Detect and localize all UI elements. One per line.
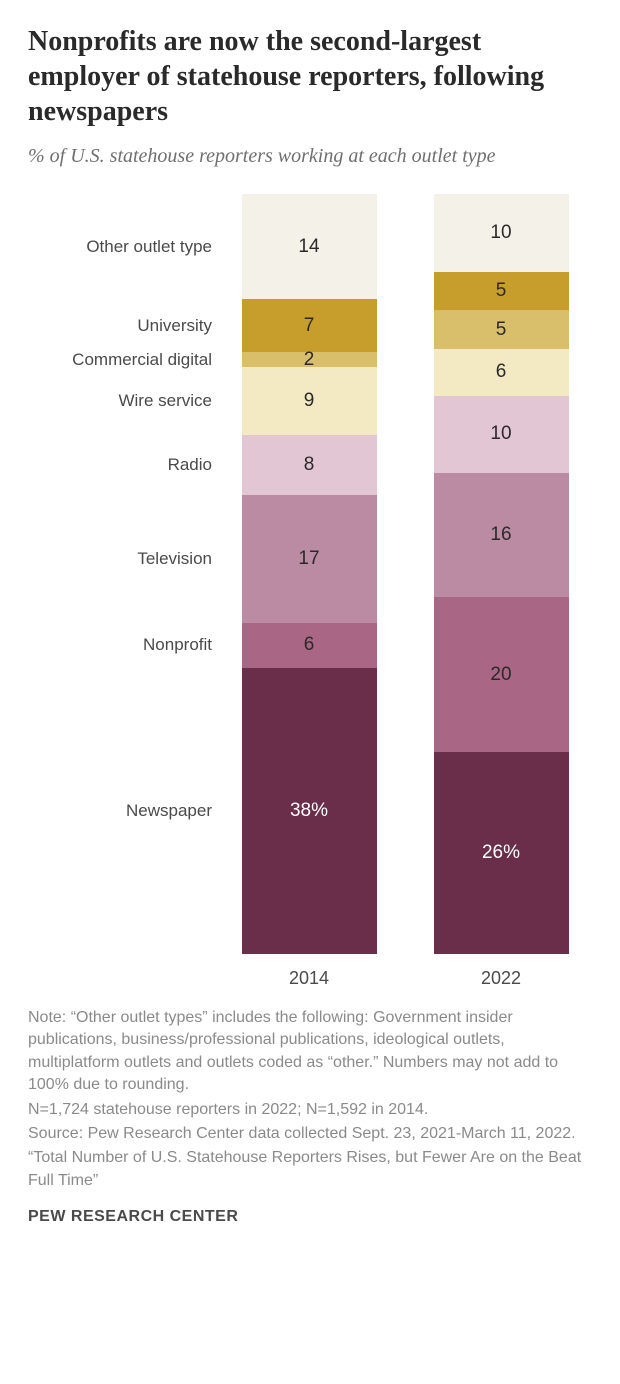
bar-segment: 10 <box>434 396 569 474</box>
chart-title: Nonprofits are now the second-largest em… <box>28 24 592 129</box>
category-labels-column: Other outlet type University Commercial di… <box>28 194 218 954</box>
bar-segment: 7 <box>242 299 377 352</box>
year-label: 2014 <box>289 968 329 989</box>
chart-subtitle: % of U.S. statehouse reporters working a… <box>28 143 592 170</box>
note-line: Note: “Other outlet types” includes the … <box>28 1007 592 1097</box>
bars-column: 14729817638%20141055610162026%2022 <box>218 194 592 989</box>
bar-segment: 26% <box>434 752 569 954</box>
bar-segment: 20 <box>434 597 569 752</box>
category-label: Wire service <box>118 391 212 411</box>
stacked-bar: 14729817638% <box>242 194 377 954</box>
bar-segment: 9 <box>242 367 377 435</box>
category-label: Nonprofit <box>143 635 212 655</box>
bar-group: 1055610162026%2022 <box>434 194 569 989</box>
category-label: Other outlet type <box>86 237 212 257</box>
bar-segment: 38% <box>242 668 377 954</box>
category-label: University <box>137 316 212 336</box>
bar-segment: 2 <box>242 352 377 367</box>
note-line: Source: Pew Research Center data collect… <box>28 1123 592 1145</box>
attribution: PEW RESEARCH CENTER <box>28 1208 592 1226</box>
bar-segment: 10 <box>434 194 569 272</box>
bar-segment: 8 <box>242 435 377 495</box>
year-label: 2022 <box>481 968 521 989</box>
note-line: “Total Number of U.S. Statehouse Reporte… <box>28 1147 592 1192</box>
note-line: N=1,724 statehouse reporters in 2022; N=… <box>28 1099 592 1121</box>
bar-segment: 6 <box>242 623 377 668</box>
bar-segment: 5 <box>434 272 569 311</box>
category-label: Newspaper <box>126 801 212 821</box>
notes-block: Note: “Other outlet types” includes the … <box>28 1007 592 1192</box>
category-label: Radio <box>168 455 212 475</box>
bar-segment: 6 <box>434 349 569 396</box>
bar-segment: 14 <box>242 194 377 299</box>
bar-segment: 5 <box>434 310 569 349</box>
bar-segment: 17 <box>242 495 377 623</box>
bar-group: 14729817638% 2014 <box>242 194 377 989</box>
stacked-bar: 1055610162026% <box>434 194 569 954</box>
chart-area: Other outlet type University Commercial di… <box>28 194 592 989</box>
bar-segment: 16 <box>434 473 569 597</box>
category-label: Television <box>137 549 212 569</box>
category-label: Commercial digital <box>72 350 212 370</box>
